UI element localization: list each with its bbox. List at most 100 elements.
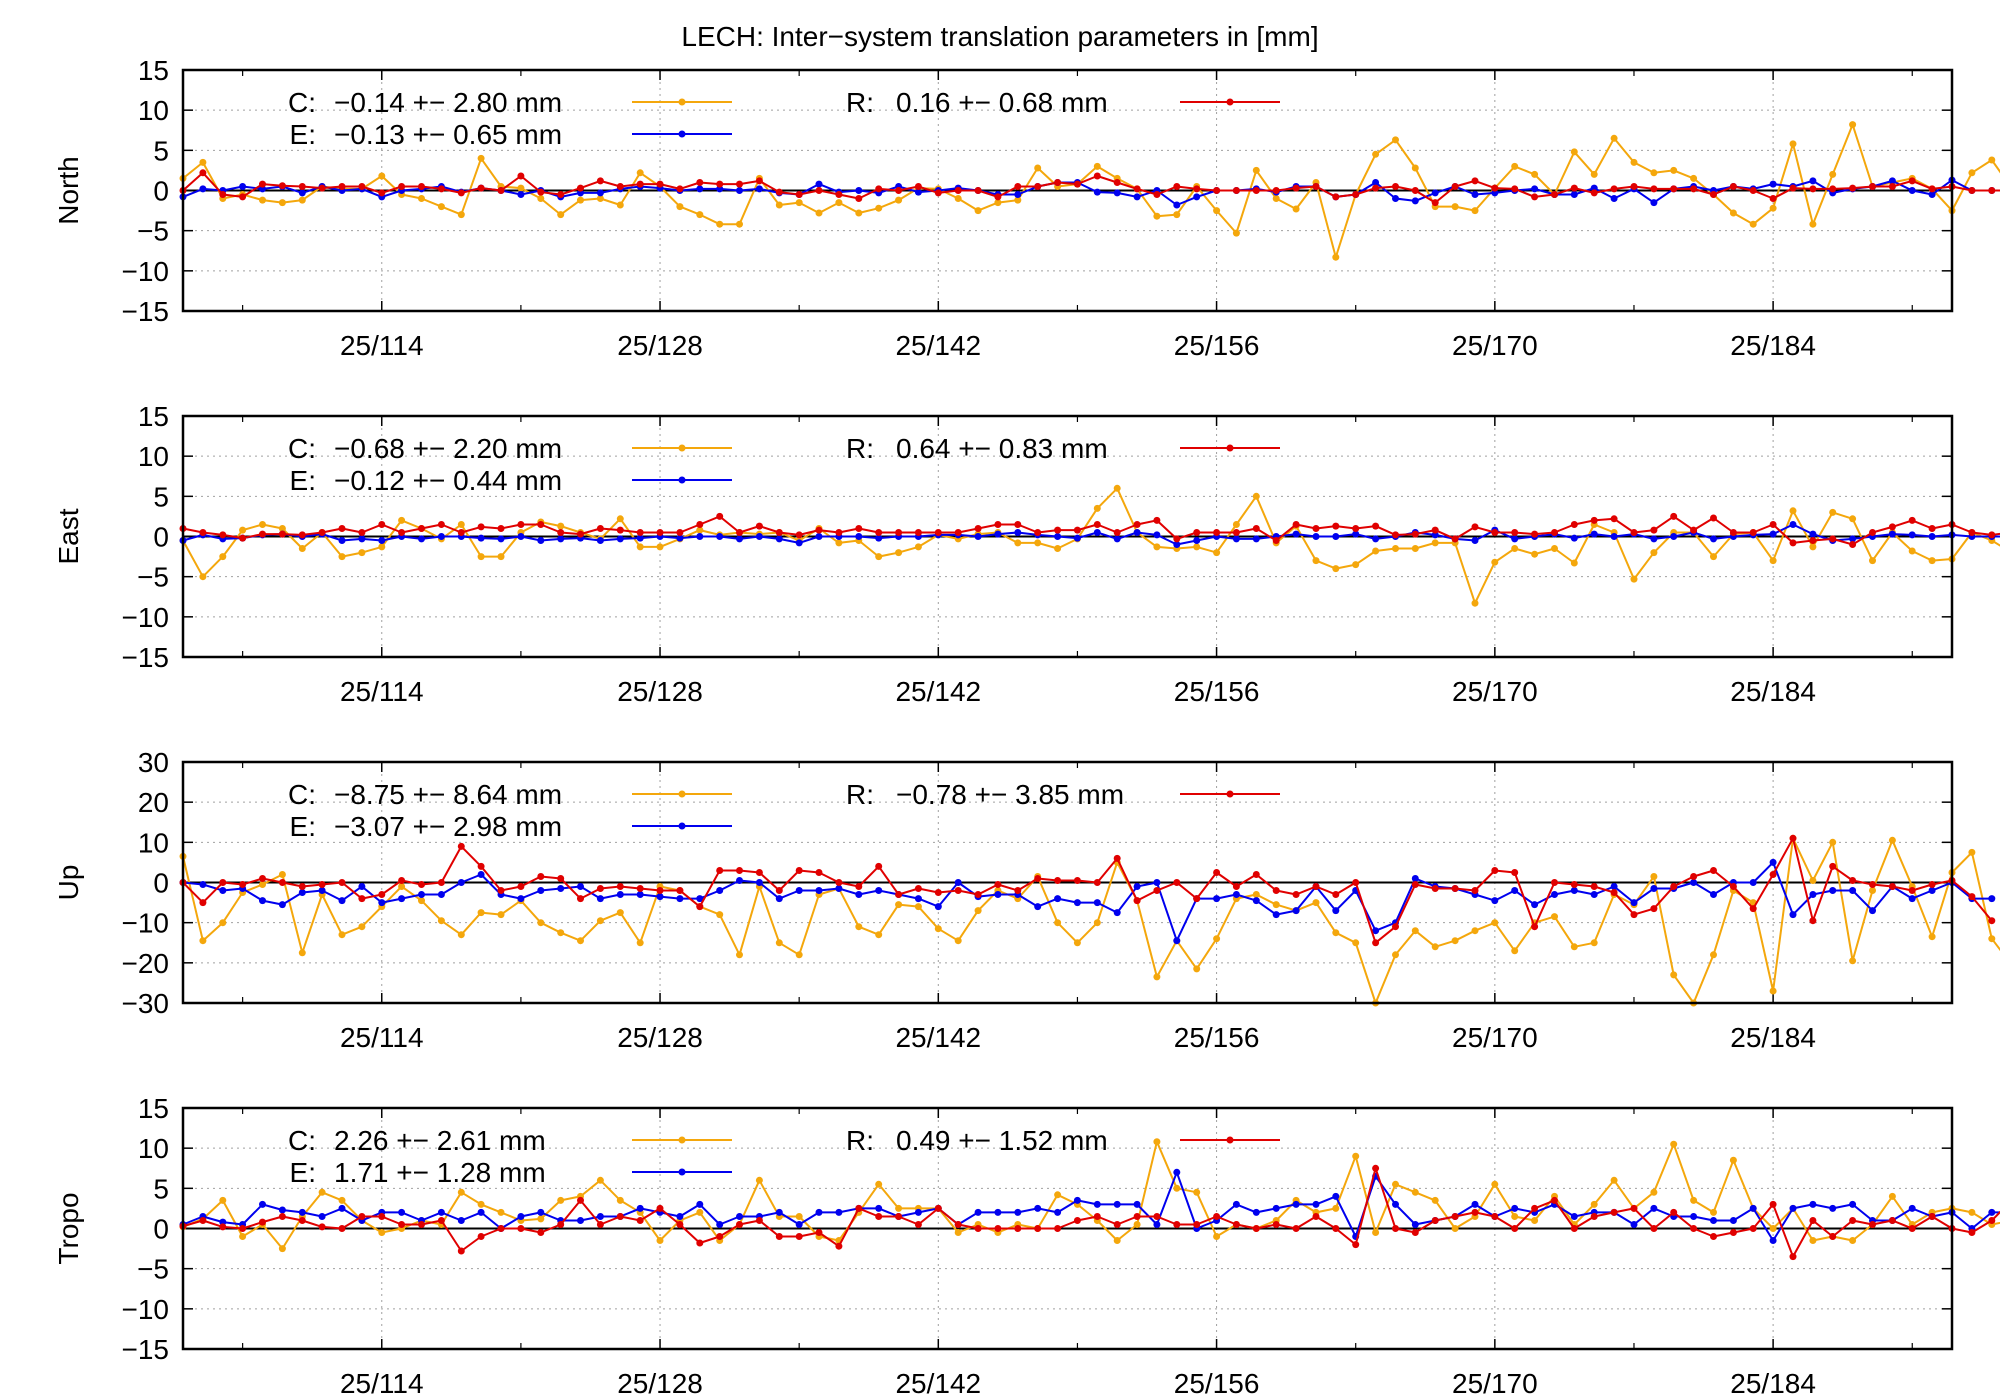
data-point [656, 543, 664, 551]
y-tick-label: 15 [138, 55, 169, 86]
data-point [1829, 535, 1837, 543]
data-point [1551, 1196, 1558, 1204]
data-point [1690, 1213, 1698, 1220]
data-point [1511, 887, 1519, 894]
data-point [1749, 1204, 1757, 1212]
data-point [1451, 937, 1459, 945]
data-point [1749, 905, 1757, 913]
data-point [676, 887, 684, 894]
data-point [338, 525, 346, 532]
data-point [855, 891, 863, 898]
data-point [1372, 1229, 1380, 1236]
data-point [259, 897, 266, 905]
data-point [1153, 191, 1161, 198]
data-point [358, 183, 366, 190]
data-point [1551, 913, 1558, 921]
x-tick-label: 25/156 [1174, 1022, 1260, 1053]
data-point [1054, 919, 1062, 927]
x-tick-label: 25/184 [1730, 676, 1816, 707]
data-point [1352, 1241, 1360, 1249]
y-tick-label: 15 [138, 1093, 169, 1124]
data-point [736, 220, 743, 228]
data-point [815, 887, 823, 894]
data-point [1073, 1196, 1081, 1204]
data-point [1392, 1180, 1399, 1188]
data-point [1471, 177, 1479, 185]
data-point [298, 183, 306, 190]
data-point [418, 897, 425, 905]
data-point [1153, 887, 1161, 894]
data-point [1352, 1152, 1360, 1160]
data-point [318, 1223, 326, 1231]
data-point [1034, 1204, 1042, 1212]
data-point [835, 885, 843, 892]
data-point [1054, 1191, 1062, 1199]
data-point [537, 1208, 545, 1216]
data-point [1789, 539, 1797, 547]
data-point [974, 891, 982, 898]
data-point [696, 179, 704, 186]
data-point [259, 1218, 266, 1226]
data-point [318, 887, 326, 894]
data-point [1073, 180, 1081, 188]
data-point [716, 185, 724, 193]
data-point [577, 184, 584, 192]
data-point [1491, 919, 1499, 927]
data-point [457, 189, 465, 197]
data-point [517, 895, 525, 903]
data-point [338, 931, 346, 939]
data-point [1710, 1208, 1717, 1216]
y-axis-label: Up [53, 865, 84, 901]
legend-value: −0.14 +− 2.80 mm [334, 87, 562, 118]
data-point [1292, 530, 1300, 538]
data-point [1829, 508, 1837, 516]
data-point [1213, 935, 1221, 943]
data-point [1312, 1200, 1320, 1208]
data-point [1531, 185, 1539, 193]
data-point [1014, 887, 1022, 894]
data-point [557, 1196, 565, 1204]
data-point [1829, 887, 1837, 894]
data-point [1272, 911, 1280, 919]
data-point [338, 1225, 346, 1232]
data-point [557, 535, 565, 543]
data-point [278, 530, 286, 538]
data-point [1392, 183, 1399, 190]
data-point [378, 1213, 386, 1220]
data-point [1789, 1204, 1797, 1212]
data-point [1630, 183, 1638, 190]
data-point [1491, 867, 1499, 874]
data-point [278, 1245, 286, 1253]
data-point [1332, 891, 1340, 898]
data-point [1928, 525, 1936, 532]
legend-marker [678, 444, 686, 452]
data-point [1471, 887, 1479, 894]
data-point [1431, 1217, 1439, 1224]
data-point [1710, 514, 1717, 522]
data-point [596, 195, 604, 202]
data-point [1610, 515, 1618, 523]
data-point [1193, 193, 1201, 201]
data-point [1849, 1200, 1857, 1208]
data-point [795, 539, 803, 547]
data-point [1570, 191, 1578, 198]
data-point [1411, 927, 1419, 935]
data-point [199, 185, 207, 193]
data-point [378, 1229, 386, 1236]
data-point [954, 879, 962, 886]
data-point [1590, 1200, 1598, 1208]
data-point [457, 211, 465, 219]
series-line [182, 837, 1993, 944]
data-point [1034, 1225, 1042, 1232]
data-point [954, 1229, 962, 1236]
data-point [1173, 535, 1181, 543]
data-point [1749, 529, 1757, 536]
data-point [616, 515, 624, 523]
data-point [1769, 557, 1777, 565]
data-point [1968, 529, 1976, 536]
series-r [179, 512, 2000, 548]
data-point [1650, 185, 1658, 193]
data-point [477, 523, 485, 531]
data-point [954, 195, 962, 202]
x-tick-label: 25/142 [895, 330, 981, 361]
